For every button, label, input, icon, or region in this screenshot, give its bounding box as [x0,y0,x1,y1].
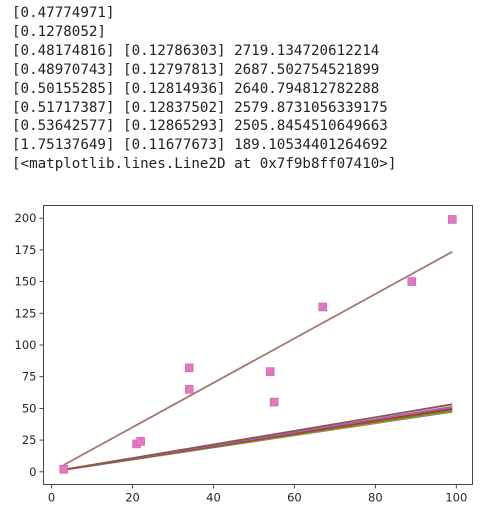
output-line: [0.48174816] [0.12786303] 2719.134720612… [12,42,380,59]
y-tick-label: 125 [15,306,37,320]
data-point [184,363,194,373]
data-point [184,385,194,394]
y-tick-label: 175 [15,243,37,257]
x-tick-label: 60 [287,491,302,505]
output-line: [0.48970743] [0.12797813] 2687.502754521… [12,61,380,78]
data-points [59,215,457,474]
output-line: [0.53642577] [0.12865293] 2505.845451064… [12,118,388,135]
output-line: [0.1278052] [12,23,106,40]
y-tick-label: 200 [15,211,37,225]
data-point [136,437,145,446]
scatter-plot: 0 20 40 60 80 100 0 25 50 75 100 125 150 175 200 [15,205,473,505]
output-line: [0.50155285] [0.12814936] 2640.794812782… [12,80,380,97]
cell-output-text: [0.47774971] [0.1278052] [0.48174816] [0.1… [12,4,396,174]
x-tick-label: 0 [48,491,55,505]
fit-line-6 [63,403,453,471]
y-tick-label: 75 [22,370,37,384]
data-point [59,464,69,474]
y-tick-label: 100 [15,338,37,352]
x-tick-label: 40 [206,491,221,505]
x-axis-ticks: 0 20 40 60 80 100 [48,484,467,505]
output-line: [0.51717387] [0.12837502] 2579.873105633… [12,99,388,116]
data-point [407,277,417,286]
data-point [269,397,279,407]
fit-line-7 [63,250,453,466]
y-tick-label: 150 [15,275,37,289]
fit-lines [63,250,453,471]
plot-area-frame [43,205,473,485]
output-line: [1.75137649] [0.11677673] 189.1053440126… [12,137,388,154]
y-axis-ticks: 0 25 50 75 100 125 150 175 200 [15,211,44,479]
y-tick-label: 0 [29,465,36,479]
data-point [265,367,275,376]
output-line: [0.47774971] [12,5,115,21]
x-tick-label: 20 [125,491,140,505]
data-point [447,215,457,224]
y-tick-label: 50 [22,401,37,415]
x-tick-label: 80 [368,491,383,505]
data-point [318,302,328,312]
x-tick-label: 100 [445,491,467,505]
output-line: [<matplotlib.lines.Line2D at 0x7f9b8ff07… [12,156,397,173]
y-tick-label: 25 [22,433,37,447]
